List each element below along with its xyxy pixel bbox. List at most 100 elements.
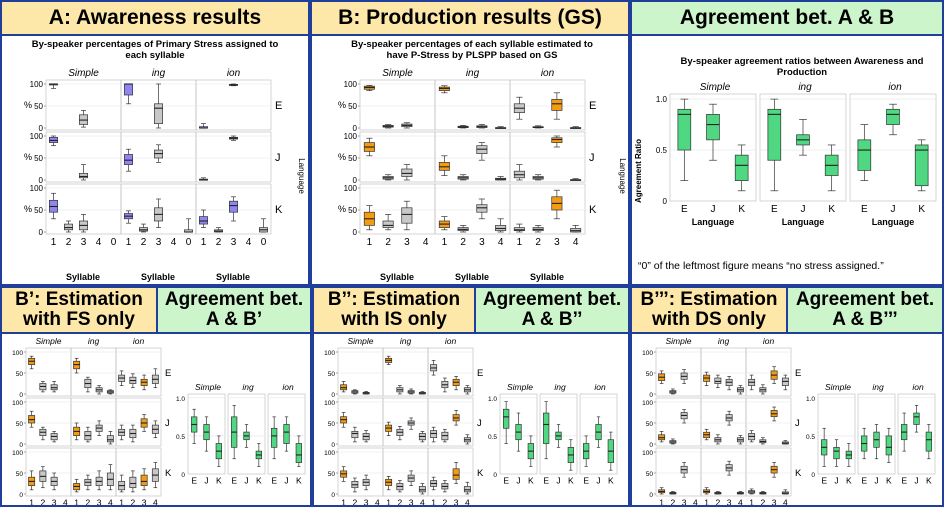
awareness-xtick-Simple-0: 1 — [51, 237, 57, 248]
awareness-box-E-ing-1-box — [124, 83, 133, 96]
awareness-xtick-ing-1: 2 — [141, 237, 147, 248]
production-xtick-ing-0: 1 — [442, 237, 448, 248]
fs-prod-xtick-ing-1: 2 — [86, 498, 91, 506]
agreement-box-ion-J-box — [886, 108, 900, 125]
fs-prod-xtick-ion-2: 3 — [142, 498, 147, 506]
is-prod-xtick-Simple-3: 4 — [375, 498, 380, 506]
production-title-line1: By-speaker percentages of each syllable … — [351, 39, 593, 50]
ds-agree-facet-ing — [857, 393, 896, 475]
fs-prod-xtick-ing-3: 4 — [108, 498, 113, 506]
fs-prod-ytick-K-100: 100 — [12, 450, 23, 457]
fs-prod-col-label-ing: ing — [88, 336, 100, 346]
ds-agree-xtick-ion-J: J — [914, 476, 918, 486]
ds-prod-ytick-K-50: 50 — [646, 471, 654, 478]
fs-prod-row-label-K: K — [165, 468, 172, 479]
header-fs-line2: with FS only — [23, 309, 135, 330]
awareness-ytick-J-100: 100 — [30, 132, 44, 141]
ds-prod-xtick-Simple-2: 3 — [682, 498, 687, 506]
note-text: “0” of the leftmost figure means “no str… — [638, 260, 884, 272]
ds-agree-xtick-ion-K: K — [926, 476, 932, 486]
production-row-label-E: E — [589, 100, 596, 112]
awareness-ylabel-K: % — [24, 204, 32, 214]
production-side-label: Language — [618, 158, 627, 194]
fs-prod-box-K-ion-2-box — [129, 476, 137, 489]
awareness-ytick-K-50: 50 — [34, 206, 43, 215]
awareness-col-label-Simple: Simple — [68, 68, 99, 79]
production-ytick-J-0: 0 — [353, 176, 358, 185]
ds-prod-ytick-E-50: 50 — [646, 371, 654, 378]
fs-prod-box-J-ing-4-box — [106, 435, 114, 443]
agreement-facet-Simple — [669, 93, 757, 202]
awareness-ytick-E-0: 0 — [39, 124, 44, 133]
ds-agree-facet-ion — [897, 393, 936, 475]
is-prod-facet-J-ion — [427, 397, 474, 447]
awareness-xlabel-2: Syllable — [216, 272, 250, 282]
is-prod-col-label-ing: ing — [400, 336, 412, 346]
ds-agree-xtick-Simple-J: J — [834, 476, 838, 486]
ds-prod-ytick-K-0: 0 — [649, 492, 653, 499]
production-ylabel-K: % — [338, 204, 346, 214]
ds-prod-xtick-ing-1: 2 — [716, 498, 721, 506]
panel-production-is: Simple ing ion 0 50 100 E 0 50 100 J 0 50 100 K 1 2 3 4 1 2 3… — [314, 334, 628, 505]
agreement-ytick-0: 0 — [663, 197, 668, 206]
header-agreement-fs-line2: A & B’ — [205, 309, 263, 330]
fs-agree-xtick-Simple-K: K — [216, 476, 222, 486]
production-box-E-ion-3-box — [551, 99, 563, 111]
header-is-line1: B’’: Estimation — [327, 289, 461, 311]
agreement-title-line2: Production — [777, 67, 827, 78]
agreement-box-ion-E-box — [857, 139, 872, 171]
ds-prod-ytick-K-100: 100 — [642, 450, 653, 457]
ds-prod-xtick-Simple-1: 2 — [671, 498, 676, 506]
awareness-row-label-E: E — [275, 100, 282, 112]
awareness-xtick-Simple-3: 4 — [96, 237, 102, 248]
production-box-K-Simple-2-box — [382, 220, 394, 228]
agreement-xtick-Simple-E: E — [681, 204, 688, 215]
agreement-box-ion-K-box — [914, 144, 929, 187]
ds-prod-xtick-Simple-0: 1 — [659, 498, 664, 506]
fs-prod-facet-E-ing — [70, 347, 117, 397]
header-agreement-ab-text: Agreement bet. A & B — [679, 5, 895, 29]
agreement-xtick-ing-K: K — [828, 204, 835, 215]
ds-prod-row-label-K: K — [795, 468, 802, 479]
header-agreement-is-line1: Agreement bet. — [482, 289, 622, 311]
fs-agree-xtick-Simple-J: J — [204, 476, 208, 486]
awareness-xtick-ing-2: 3 — [156, 237, 162, 248]
is-prod-ytick-E-50: 50 — [328, 371, 336, 378]
fs-agree-xtick-ion-K: K — [296, 476, 302, 486]
is-prod-row-label-E: E — [477, 368, 483, 379]
fs-agree-box-ion-E-box — [271, 427, 278, 448]
is-prod-ytick-K-100: 100 — [324, 450, 335, 457]
production-xtick-ing-3: 4 — [498, 237, 504, 248]
awareness-xtick-ing-0: 1 — [126, 237, 132, 248]
production-ytick-K-100: 100 — [344, 184, 358, 193]
fs-agree-facet-Simple — [187, 393, 226, 475]
production-row-label-K: K — [589, 204, 597, 216]
header-is-estimation: B’’: Estimation with IS only — [314, 288, 474, 332]
fs-prod-col-label-ion: ion — [133, 336, 145, 346]
awareness-facet-E-ion — [195, 79, 272, 131]
awareness-xlabel-1: Syllable — [141, 272, 175, 282]
agreement-xtick-ing-J: J — [801, 204, 806, 215]
header-agreement-is-line2: A & B’’ — [521, 309, 583, 330]
fs-prod-box-K-ion-3-box — [140, 474, 148, 486]
production-xtick-ion-3: 4 — [573, 237, 579, 248]
fs-prod-facet-K-Simple — [25, 447, 72, 497]
is-prod-row-label-K: K — [477, 468, 484, 479]
production-ytick-E-100: 100 — [344, 80, 358, 89]
production-ylabel-E: % — [338, 100, 346, 110]
is-agree-xtick-ion-E: E — [583, 476, 589, 486]
production-grid: Simple ing ion 0 50 100% E 0 50 100% J 0 50 100% K 1 2 3 4… — [338, 68, 597, 248]
is-agree-facet-label-ion: ion — [594, 382, 606, 392]
ds-prod-facet-E-Simple — [655, 347, 702, 397]
fs-prod-facet-E-Simple — [25, 347, 72, 397]
panel-agreement-ab: By-speaker agreement ratios between Awar… — [632, 36, 942, 284]
fs-agree-ytick-0: 0 — [181, 472, 185, 479]
is-agree-facet-Simple — [499, 393, 538, 475]
awareness-xtick-ion-4: 0 — [261, 237, 267, 248]
fs-agree-facet-ion — [267, 393, 306, 475]
